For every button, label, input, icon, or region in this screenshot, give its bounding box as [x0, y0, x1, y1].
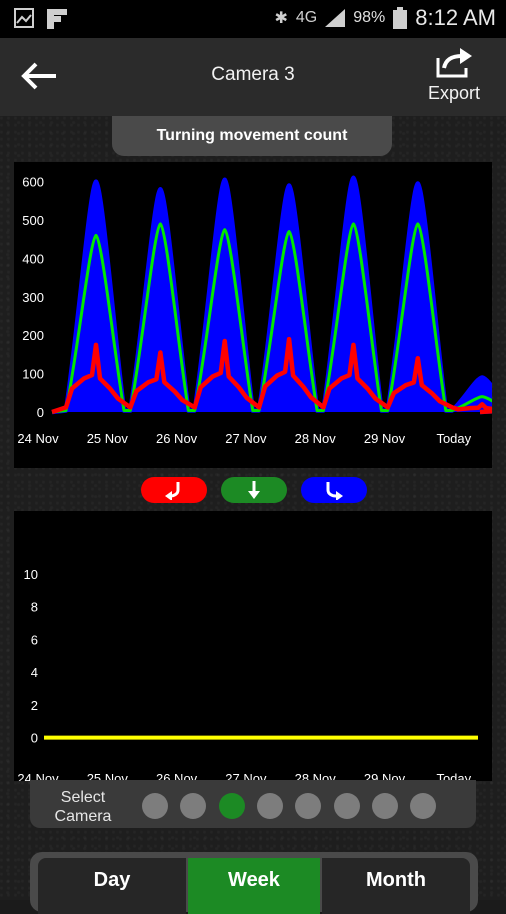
- x-tick-label: 26 Nov: [156, 431, 198, 446]
- signal-icon: [325, 9, 346, 27]
- legend-left-turn-button[interactable]: [141, 477, 207, 503]
- period-selector: Day Week Month: [30, 852, 478, 914]
- x-tick-label: 28 Nov: [295, 431, 337, 446]
- legend-straight-button[interactable]: [221, 477, 287, 503]
- straight-down-arrow-icon: [248, 481, 260, 499]
- camera-label: Camera: [54, 808, 112, 825]
- x-tick-label: 27 Nov: [225, 431, 267, 446]
- y-tick-label: 2: [31, 698, 38, 713]
- y-tick-label: 400: [22, 251, 44, 266]
- camera-dot-6[interactable]: [333, 793, 360, 819]
- period-month-button[interactable]: Month: [322, 858, 470, 914]
- camera-dot-3[interactable]: [218, 793, 245, 819]
- series-line: [51, 222, 506, 414]
- x-tick-label: 25 Nov: [87, 431, 129, 446]
- turning-movement-count-tab[interactable]: Turning movement count: [112, 116, 392, 156]
- select-camera-label: Select Camera: [48, 788, 118, 826]
- export-label: Export: [427, 83, 481, 103]
- y-tick-label: 200: [22, 328, 44, 343]
- turning-movement-chart: 0 100 200 300 400 500 600 24 Nov 25 Nov 26 Nov 27 …: [14, 162, 506, 468]
- camera-dot-2[interactable]: [180, 793, 207, 819]
- x-tick-label: Today: [436, 431, 471, 446]
- back-button[interactable]: [18, 58, 62, 94]
- x-tick-label: 29 Nov: [364, 431, 406, 446]
- y-tick-label: 0: [37, 405, 44, 420]
- y-tick-label: 4: [31, 665, 38, 680]
- app-bar: Camera 3 Export: [0, 38, 506, 116]
- turning-movement-chart-svg: 0 100 200 300 400 500 600 24 Nov 25 Nov 26 Nov 27 …: [17, 175, 506, 446]
- camera-dot-4[interactable]: [256, 793, 283, 819]
- battery-icon: [393, 7, 408, 29]
- y-tick-label: 500: [22, 213, 44, 228]
- x-tick-label: 24 Nov: [17, 431, 59, 446]
- series-line: [51, 336, 506, 415]
- bluetooth-icon: ✱: [274, 10, 288, 27]
- y-tick-label: 6: [31, 632, 38, 647]
- legend-right-turn-button[interactable]: [301, 477, 367, 503]
- share-export-icon: [436, 48, 472, 78]
- camera-dot-1[interactable]: [142, 793, 168, 819]
- y-tick-label: 100: [22, 367, 44, 382]
- camera-dot-5[interactable]: [295, 793, 322, 819]
- back-arrow-icon: [21, 62, 56, 90]
- clock: 8:12 AM: [415, 5, 496, 30]
- y-tick-label: 0: [31, 731, 38, 746]
- camera-dot-7[interactable]: [371, 793, 398, 819]
- camera-selector: Select Camera: [30, 780, 476, 828]
- status-bar: ✱ 4G 98% 8:12 AM: [0, 0, 506, 38]
- turn-right-arrow-icon: [326, 482, 343, 500]
- secondary-count-chart: 0 2 4 6 8 10 24 Nov 25 Nov 26 Nov 27 Nov 28 Nov 29 …: [14, 511, 492, 786]
- network-type: 4G: [295, 9, 318, 26]
- turn-left-arrow-icon: [165, 482, 180, 500]
- battery-percent: 98%: [353, 9, 386, 26]
- period-day-button[interactable]: Day: [38, 858, 186, 914]
- y-tick-label: 300: [22, 290, 44, 305]
- y-tick-label: 600: [22, 175, 44, 190]
- flipboard-notification-icon: [47, 9, 67, 29]
- camera-dot-8[interactable]: [410, 793, 437, 819]
- page-title: Camera 3: [211, 64, 295, 85]
- gallery-notification-icon: [14, 8, 34, 28]
- y-tick-label: 10: [24, 567, 38, 582]
- y-tick-label: 8: [31, 600, 38, 615]
- select-label: Select: [60, 789, 106, 806]
- period-week-button[interactable]: Week: [188, 858, 320, 914]
- export-button[interactable]: Export: [422, 44, 486, 104]
